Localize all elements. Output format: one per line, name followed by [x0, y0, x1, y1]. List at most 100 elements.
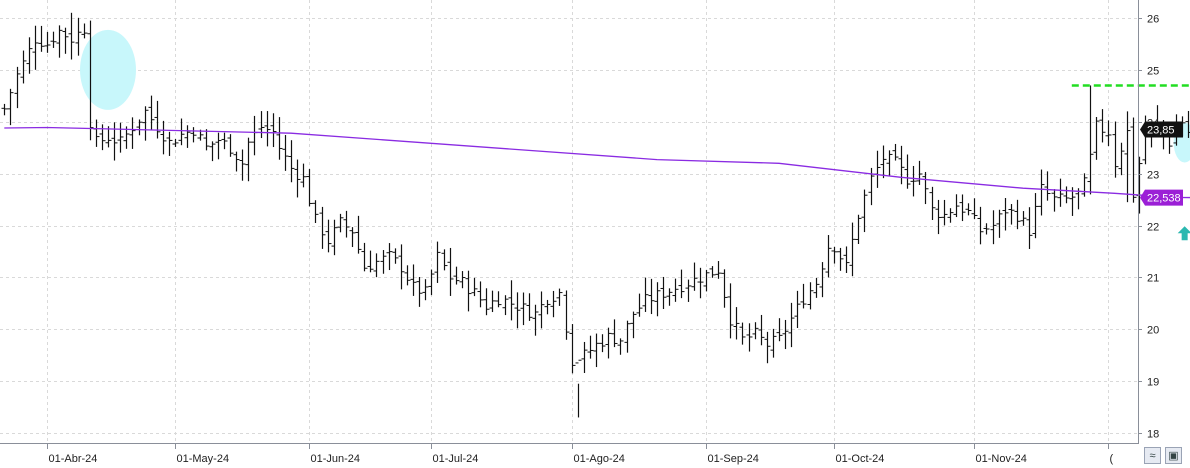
ohlc-bar — [502, 295, 509, 316]
ohlc-bar — [392, 248, 399, 264]
ohlc-bar — [38, 25, 45, 52]
ohlc-bar — [1099, 109, 1106, 143]
ohlc-bar — [81, 23, 88, 39]
ohlc-bar — [1002, 198, 1009, 231]
ohlc-bar — [87, 20, 94, 141]
ohlc-bar — [1124, 111, 1131, 203]
ohlc-bar — [441, 249, 448, 271]
ohlc-bar — [849, 222, 856, 277]
ohlc-bar — [721, 269, 728, 308]
ohlc-bar — [770, 328, 777, 358]
ohlc-bar — [62, 27, 69, 54]
ohlc-bar — [996, 209, 1003, 238]
ohlc-bar — [642, 277, 649, 312]
ohlc-bar — [367, 250, 374, 273]
ohlc-bar — [75, 17, 82, 56]
ohlc-bar — [239, 149, 246, 181]
ohlc-bar — [508, 280, 515, 321]
ohlc-bar — [922, 171, 929, 205]
ohlc-bar — [709, 266, 716, 278]
ohlc-bar — [32, 25, 39, 70]
ohlc-bar — [880, 145, 887, 179]
x-tick-label: 01-Sep-24 — [708, 453, 759, 465]
ohlc-bar — [861, 189, 868, 233]
ohlc-bar — [691, 262, 698, 291]
ohlc-bar — [953, 194, 960, 218]
x-tick-label: 01-Oct-24 — [836, 453, 885, 465]
ohlc-bar — [1063, 186, 1070, 204]
ohlc-bar — [605, 327, 612, 359]
ohlc-bar — [105, 126, 112, 148]
ohlc-bar — [160, 120, 167, 155]
ohlc-bar — [227, 134, 234, 157]
y-tick-label: 21 — [1147, 273, 1159, 285]
ohlc-bar — [1044, 171, 1051, 201]
ohlc-bar — [178, 118, 185, 146]
moving-average-tag-box — [1140, 189, 1183, 206]
ohlc-bar — [715, 261, 722, 279]
save-button[interactable]: ▣ — [1165, 447, 1182, 464]
ohlc-bar — [819, 262, 826, 298]
ohlc-bar — [56, 25, 63, 58]
ohlc-bar — [123, 126, 130, 149]
x-tick-label: 01-Jul-24 — [433, 453, 479, 465]
ohlc-bar — [1014, 199, 1021, 230]
y-axis-ticks: 181920212223242526 — [1138, 14, 1159, 441]
ohlc-bar — [544, 299, 551, 315]
ohlc-bar — [1105, 120, 1112, 147]
ohlc-bar — [264, 111, 271, 147]
up-arrow-icon — [1177, 226, 1190, 241]
ohlc-bar — [599, 334, 606, 353]
ohlc-bar — [117, 122, 124, 153]
ohlc-bar — [538, 291, 545, 329]
ohlc-bar — [221, 132, 228, 150]
last-price-tag: 23,85 — [1140, 121, 1183, 138]
ohlc-bar — [1020, 211, 1027, 226]
ohlc-bar — [855, 214, 862, 245]
ohlc-bar — [422, 279, 429, 301]
ohlc-bar — [44, 31, 51, 53]
ohlc-bar — [947, 208, 954, 223]
ohlc-bar — [209, 141, 216, 162]
ohlc-bar — [50, 31, 57, 48]
ohlc-bar — [325, 219, 332, 253]
x-tick-label: ( — [1110, 453, 1114, 465]
ohlc-bar — [129, 117, 136, 149]
chart-type-button[interactable]: ≈ — [1144, 447, 1161, 464]
ohlc-bar — [514, 292, 521, 329]
ohlc-bar — [483, 288, 490, 316]
x-axis-ticks: 01-Abr-24 01-May-24 01-Jun-24 01-Jul-24 01-A… — [47, 443, 1114, 465]
ohlc-bar — [1026, 207, 1033, 249]
ohlc-bar — [587, 335, 594, 359]
x-tick-label: 01-Jun-24 — [311, 453, 361, 465]
ohlc-bar — [300, 163, 307, 188]
ohlc-bar — [965, 203, 972, 216]
ohlc-bar — [807, 282, 814, 310]
ohlc-bar — [782, 319, 789, 350]
ohlc-bar — [172, 139, 179, 147]
ohlc-bar — [672, 278, 679, 302]
ohlc-bar — [410, 264, 417, 296]
ohlc-bar — [831, 246, 838, 264]
ohlc-bar — [764, 331, 771, 364]
y-tick-label: 22 — [1147, 222, 1159, 234]
ohlc-bar — [1081, 173, 1088, 197]
ohlc-bar — [306, 169, 313, 207]
ohlc-bar — [258, 111, 265, 139]
y-tick-label: 25 — [1147, 66, 1159, 78]
ohlc-bar — [800, 283, 807, 309]
ohlc-bar — [1038, 169, 1045, 216]
y-tick-label: 20 — [1147, 325, 1159, 337]
wave-icon: ≈ — [1149, 449, 1156, 462]
ohlc-bar — [233, 151, 240, 172]
ohlc-bar — [453, 266, 460, 285]
ohlc-bar — [434, 241, 441, 283]
ohlc-bar — [886, 150, 893, 176]
ohlc-bar — [520, 292, 527, 326]
ohlc-bar — [983, 223, 990, 235]
ohlc-bar — [312, 200, 319, 224]
ohlc-bar — [550, 290, 557, 318]
ohlc-bar — [935, 199, 942, 235]
